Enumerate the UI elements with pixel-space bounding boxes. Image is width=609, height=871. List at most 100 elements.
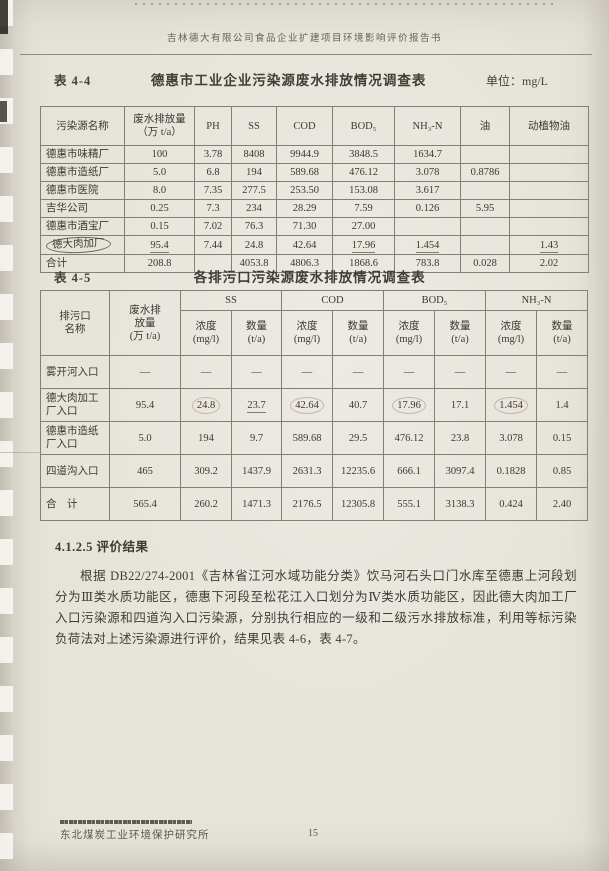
column-header: 废水排放量 （万 t/a） — [124, 106, 195, 146]
cell-value: 40.7 — [348, 399, 368, 411]
table-cell: 5.0 — [109, 421, 181, 455]
table45-sub-header-row: 浓度 (mg/l) 数量 (t/a) 浓度 (mg/l) 数量 (t/a) 浓度… — [41, 310, 589, 356]
header-rule — [20, 54, 592, 55]
table-cell — [460, 217, 510, 236]
cell-value: 95.4 — [135, 399, 155, 411]
cell-value: 5.0 — [138, 432, 152, 444]
cell-value: 1634.7 — [413, 149, 442, 160]
table-cell: 0.424 — [485, 487, 538, 521]
running-head: 吉林德大有限公司食品企业扩建项目环境影响评价报告书 — [166, 34, 442, 44]
table45-label: 表 4-5 — [54, 271, 92, 285]
cell-value: 589.68 — [290, 167, 319, 178]
cell-value: — — [454, 366, 466, 378]
column-group-header: SS — [180, 290, 282, 311]
column-header: 浓度 (mg/l) — [383, 310, 436, 356]
table-cell: 德惠市造纸厂 — [40, 163, 125, 182]
table-cell: 9.7 — [231, 421, 282, 455]
cell-value: 309.2 — [194, 465, 218, 477]
table-cell: 309.2 — [180, 454, 232, 488]
cell-value: 7.02 — [203, 221, 223, 232]
cell-value: 9.7 — [249, 432, 264, 444]
table-cell: 5.0 — [124, 163, 195, 182]
binding-mark — [0, 0, 8, 34]
table-cell: 1.454 — [394, 235, 461, 255]
table-cell: 100 — [124, 145, 195, 164]
table-cell: 0.126 — [394, 199, 461, 218]
cell-value: 465 — [137, 465, 153, 477]
cell-value: 0.15 — [552, 432, 572, 444]
cell-value: 德惠市医院 — [46, 185, 99, 196]
cell-value: 27.00 — [351, 221, 376, 232]
table-cell — [509, 199, 589, 218]
cell-value: 208.8 — [147, 258, 172, 269]
table-cell: 2.40 — [536, 487, 589, 521]
table-cell: 76.3 — [231, 217, 277, 236]
table-cell: 6.8 — [194, 163, 232, 182]
cell-value: 2631.3 — [292, 465, 322, 477]
table-cell: 1.4 — [536, 388, 589, 422]
cell-value: — — [505, 366, 517, 378]
table44-title: 德惠市工业企业污染源废水排放情况调查表 — [150, 73, 427, 88]
column-header: 浓度 (mg/l) — [485, 310, 538, 356]
table44-unit: 单位：mg/L — [486, 74, 548, 88]
cell-value: 42.64 — [290, 396, 324, 414]
column-group-header: BOD₅ — [383, 290, 487, 311]
cell-value: 德大肉加厂 — [45, 236, 111, 254]
cell-value: 0.85 — [552, 465, 572, 477]
section-paragraph: 根据 DB22/274-2001《吉林省江河水域功能分类》饮马河石头口门水库至德… — [55, 569, 577, 646]
table-cell: 24.8 — [180, 388, 232, 422]
table-cell: 27.00 — [332, 217, 395, 236]
cell-value: 5.0 — [152, 167, 167, 178]
cell-value: 17.1 — [450, 399, 470, 411]
table-cell: 合 计 — [40, 487, 110, 521]
cell-value: 24.8 — [191, 396, 221, 414]
cell-value: 8408 — [243, 149, 265, 160]
table-cell: 德大肉加厂 — [40, 235, 125, 255]
cell-value: 260.2 — [194, 498, 218, 510]
table-cell: 3097.4 — [434, 454, 487, 488]
column-header: 数量 (t/a) — [231, 310, 282, 356]
table-cell: 40.7 — [331, 388, 385, 422]
cell-value: 76.3 — [244, 221, 264, 232]
table-cell: 2.02 — [509, 254, 589, 273]
table-cell: 1634.7 — [394, 145, 461, 164]
cell-value: 555.1 — [397, 498, 421, 510]
cell-value: 194 — [246, 167, 262, 178]
table-cell: 德惠市造纸厂入口 — [40, 421, 110, 455]
table-cell: 23.8 — [434, 421, 487, 455]
table-cell: 589.68 — [276, 163, 333, 182]
table-cell: 12305.8 — [331, 487, 385, 521]
cell-value: 0.25 — [150, 203, 169, 214]
cell-value: 2.40 — [552, 498, 572, 510]
cell-value: 德大肉加工厂入口 — [46, 393, 99, 417]
table-cell — [460, 235, 510, 255]
cell-value: 1437.9 — [242, 465, 271, 477]
column-header: 浓度 (mg/l) — [281, 310, 333, 356]
table-row: 吉华公司 0.25 7.3 234 28.29 7.59 0.126 5.95 — [40, 199, 589, 218]
scan-noise — [135, 3, 555, 5]
table-cell: 153.08 — [332, 181, 395, 200]
table-cell: — — [109, 355, 181, 389]
cell-value: 476.12 — [349, 167, 378, 178]
cell-value: 德惠市造纸厂入口 — [46, 426, 99, 450]
column-header: 废水排 放量 (万 t/a) — [109, 290, 181, 356]
table-cell: 260.2 — [180, 487, 232, 521]
table45-group-header-row: 排污口 名称 废水排 放量 (万 t/a) SS COD BOD₅ NH₃-N — [40, 290, 589, 356]
table-cell: 8408 — [231, 145, 277, 164]
table-cell: 42.64 — [281, 388, 333, 422]
table-row: 德大肉加厂 95.4 7.44 24.8 42.64 17.96 1.454 1.43 — [40, 235, 589, 255]
table-cell: 253.50 — [276, 181, 333, 200]
column-header: 排污口 名称 — [40, 290, 110, 356]
table-cell: — — [231, 355, 282, 389]
table-cell: 1437.9 — [231, 454, 282, 488]
cell-value: 3.078 — [415, 167, 440, 178]
table-row: 合计 208.8 4053.8 4806.3 1868.6 783.8 0.028 2.02 — [40, 254, 589, 273]
cell-value: 0.8786 — [470, 167, 500, 178]
table-cell: 7.3 — [194, 199, 232, 218]
table-cell — [460, 181, 510, 200]
table-cell: 23.7 — [231, 388, 282, 422]
table-cell: 24.8 — [231, 235, 277, 255]
binding-mark — [0, 101, 7, 122]
cell-value: 合计 — [46, 258, 67, 269]
